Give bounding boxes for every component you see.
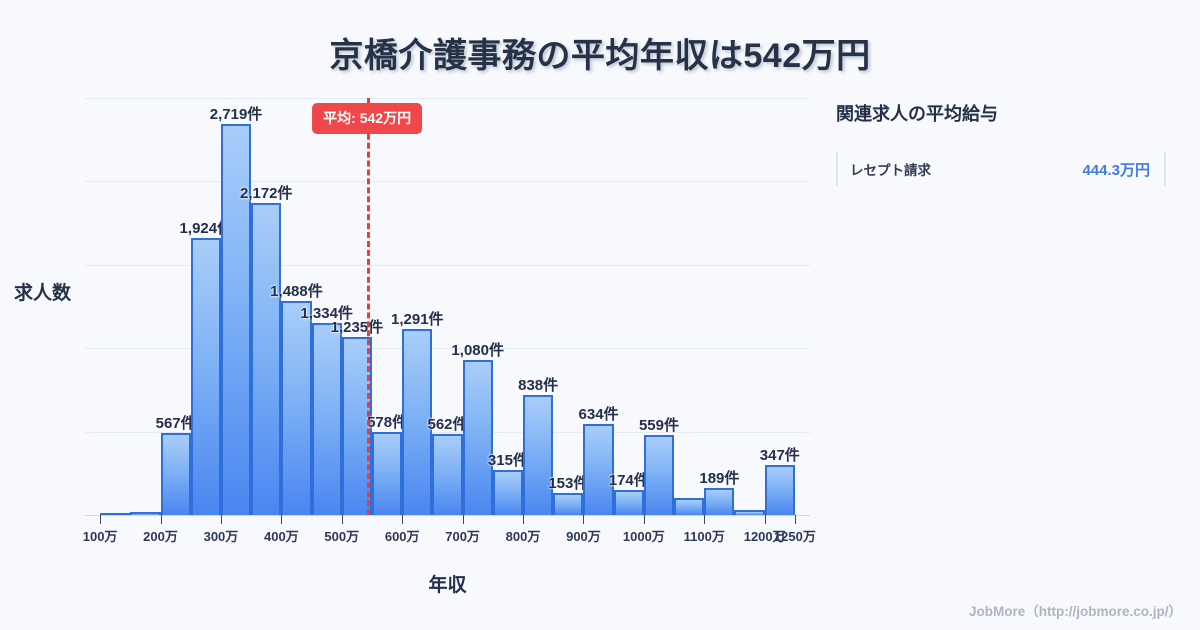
- chart-container: 567件 1,924件 2,719件 2,172件 1,488件 1,334件 1,235件…: [14, 98, 816, 596]
- panel-title: 関連求人の平均給与: [836, 104, 998, 124]
- bar-value-label: 2,719件: [209, 106, 263, 124]
- page-title: 京橋介護事務の平均年収は542万円: [329, 37, 871, 75]
- panel-row-list: レセプト請求 444.3万円: [836, 152, 1166, 186]
- bar: [220, 124, 252, 515]
- bar: [583, 423, 614, 515]
- panel-row-value: 444.3万円: [1082, 161, 1150, 179]
- bar: [160, 433, 191, 515]
- bar: [190, 238, 221, 515]
- bar-value-label: 562件: [427, 416, 468, 434]
- bar-value-label: 1,291件: [391, 311, 444, 329]
- x-axis-tick: [462, 515, 464, 524]
- x-axis-tick-label: 700万: [445, 529, 480, 544]
- x-axis-tick: [583, 515, 585, 524]
- bar: [643, 434, 675, 515]
- panel-row: レセプト請求 444.3万円: [836, 152, 1166, 186]
- bar-value-label: 2,172件: [239, 184, 293, 202]
- gridline: [85, 348, 810, 350]
- bar-value-label: 838件: [518, 376, 559, 394]
- bar-value-label: 315件: [487, 451, 528, 469]
- bar: [251, 202, 282, 515]
- gridline: [85, 431, 810, 433]
- x-axis-tick: [160, 515, 162, 524]
- bar: [432, 434, 463, 515]
- bar: [764, 465, 795, 515]
- x-axis-tick-label: 400万: [263, 529, 299, 544]
- bar: [281, 301, 312, 515]
- average-badge: 平均: 542万円: [312, 103, 423, 134]
- x-axis-tick-label: 800万: [505, 529, 541, 544]
- x-axis-tick-label: 500万: [324, 529, 360, 544]
- bar-value-label: 1,334件: [300, 305, 353, 323]
- related-salary-panel: 関連求人の平均給与 レセプト請求 444.3万円: [836, 100, 1166, 186]
- bar: [734, 509, 765, 515]
- x-axis-tick-label: 1100万: [683, 529, 725, 544]
- bar-value-label: 1,080件: [451, 341, 504, 359]
- x-axis-tick: [100, 515, 102, 524]
- bar-value-label: 189件: [699, 469, 740, 487]
- x-axis-tick-label: 1200万: [743, 529, 786, 544]
- bar-value-label: 634件: [578, 405, 619, 423]
- x-axis-tick-label: 600万: [384, 529, 420, 544]
- x-axis-tick: [281, 515, 283, 524]
- x-axis-tick: [704, 515, 706, 524]
- bar: [523, 394, 554, 515]
- bar: [130, 511, 161, 515]
- x-axis-tick: [764, 515, 766, 524]
- bar: [492, 469, 524, 515]
- x-axis-tick-label: 1000万: [622, 529, 665, 544]
- x-axis-tick-label: 1250万: [773, 529, 816, 544]
- gridline: [85, 264, 810, 266]
- x-axis-tick-label: 900万: [566, 529, 601, 544]
- bar: [674, 498, 705, 515]
- x-axis-line: [85, 515, 810, 516]
- bar: [704, 487, 735, 515]
- bar: [341, 337, 372, 515]
- bar-value-label: 1,924件: [179, 220, 233, 238]
- bar: [311, 323, 342, 515]
- bar: [100, 513, 131, 516]
- bar-value-label: 578件: [367, 413, 408, 431]
- bar-value-label: 347件: [759, 447, 800, 465]
- panel-row-label: レセプト請求: [850, 163, 931, 178]
- x-axis-tick-label: 300万: [203, 529, 239, 544]
- bar: [371, 431, 403, 515]
- bar-value-label: 1,488件: [270, 283, 323, 301]
- x-axis-tick: [341, 515, 343, 524]
- x-axis-tick: [220, 515, 222, 524]
- x-axis-tick: [643, 515, 645, 524]
- bar-value-label: 1,235件: [330, 319, 384, 337]
- gridline: [85, 98, 810, 99]
- bar: [553, 492, 584, 515]
- bar: [462, 359, 493, 515]
- bar: [402, 329, 433, 515]
- bar-value-label: 559件: [638, 416, 679, 434]
- x-axis-tick-label: 100万: [82, 529, 118, 544]
- x-axis-tick: [794, 515, 796, 524]
- x-axis-tick: [523, 515, 525, 524]
- average-line: [367, 98, 371, 515]
- x-axis-tick: [402, 515, 404, 524]
- bar-value-label: 153件: [548, 474, 589, 492]
- x-axis-title: 年収: [428, 575, 467, 596]
- x-axis-tick-label: 200万: [143, 529, 178, 544]
- gridline: [85, 181, 810, 183]
- footer-credit: JobMore（http://jobmore.co.jp/）: [969, 604, 1182, 619]
- bar: [613, 489, 644, 515]
- bar-value-label: 567件: [155, 415, 196, 433]
- y-axis-title: 求人数: [14, 283, 72, 304]
- bar-value-label: 174件: [608, 471, 649, 489]
